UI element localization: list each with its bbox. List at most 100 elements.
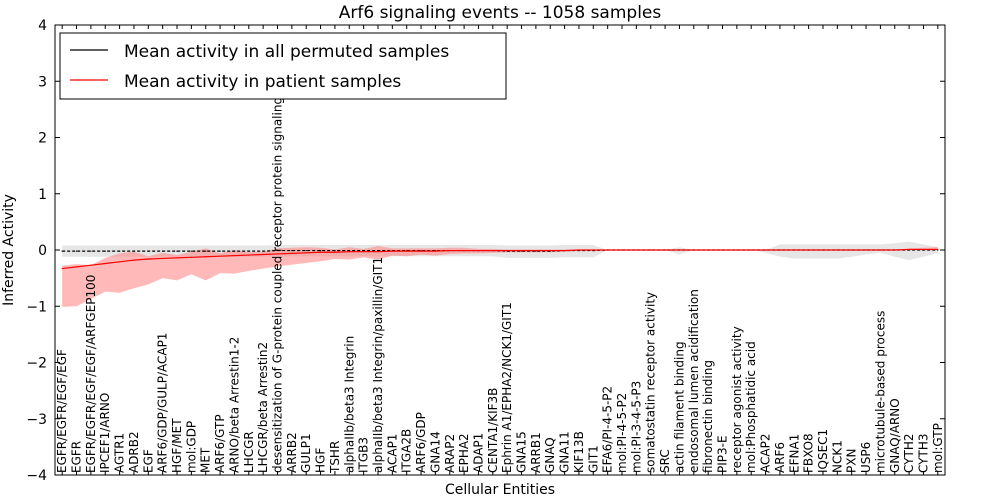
x-tick-label: KIF13B [572, 431, 586, 473]
x-tick-label: AGTR1 [113, 433, 127, 473]
data-point-s1-36 [578, 249, 580, 251]
legend: Mean activity in all permuted samples Me… [59, 32, 507, 100]
data-point-s0-21 [363, 249, 365, 252]
x-tick-label: actin filament binding [672, 341, 686, 473]
data-point-s1-52 [808, 249, 810, 251]
x-tick-labels: EGFR/EGFR/EGF/EGF EGFR EGFR/EGFR/EGF/EGF/A… [55, 42, 945, 474]
x-tick-label: microtubule-based process [873, 311, 887, 473]
x-tick-label: GNAQ/ARNO [888, 398, 902, 473]
x-tick-label: receptor agonist activity [730, 326, 744, 473]
data-point-s1-17 [305, 252, 307, 254]
x-tick-label: PXN [845, 449, 859, 473]
data-point-s1-6 [147, 258, 149, 260]
data-point-s1-48 [750, 249, 752, 251]
data-point-s0-7 [162, 250, 164, 252]
chart-title: Arf6 signaling events -- 1058 samples [339, 3, 662, 23]
data-point-s1-39 [621, 249, 623, 251]
data-point-s1-61 [937, 248, 939, 251]
data-point-s1-20 [348, 251, 350, 253]
x-tick-label: IPCEF1/ARNO [98, 393, 112, 473]
data-point-s1-50 [779, 249, 781, 251]
x-tick-label: ACAP1 [385, 434, 399, 473]
data-point-s1-49 [764, 249, 767, 251]
data-point-s1-2 [90, 264, 92, 266]
x-tick-label: CENTA1/KIF3B [486, 388, 500, 473]
x-tick-label: EPHA2 [457, 433, 471, 473]
data-point-s0-10 [205, 250, 207, 252]
x-tick-label: alphaIIb/beta3 Integrin/paxillin/GIT1 [371, 257, 385, 473]
x-tick-label: desensitization of G-protein coupled rec… [271, 42, 285, 473]
x-tick-label: USP6 [859, 442, 873, 473]
y-tick-label: −1 [26, 299, 47, 315]
data-point-s1-5 [133, 259, 135, 261]
x-tick-label: CYTH3 [916, 434, 930, 474]
data-point-s1-11 [219, 255, 221, 257]
data-point-s0-2 [90, 250, 92, 252]
data-point-s0-9 [190, 250, 192, 252]
x-tick-label: HGF/MET [170, 418, 184, 473]
data-point-s0-16 [291, 249, 293, 252]
data-point-s0-13 [248, 250, 250, 252]
x-tick-label: TSHR [328, 441, 342, 474]
legend-box [59, 32, 507, 100]
data-point-s1-26 [434, 250, 437, 252]
data-point-s0-3 [104, 250, 106, 252]
data-point-s1-44 [693, 249, 695, 251]
data-point-s1-57 [879, 249, 882, 251]
y-axis-label: Inferred Activity [1, 194, 17, 306]
data-point-s1-55 [851, 249, 853, 251]
x-tick-label: EGFR/EGFR/EGF/EGF/ARFGEP100 [84, 275, 98, 473]
data-point-s1-41 [650, 249, 652, 251]
data-point-s1-47 [736, 249, 738, 251]
data-point-s1-53 [822, 249, 824, 251]
x-tick-label: ARRB1 [529, 432, 543, 473]
legend-label-patient: Mean activity in patient samples [124, 72, 401, 92]
x-tick-label: LHCGR/beta Arrestin2 [256, 342, 270, 473]
x-tick-label: mol:PI-3-4-5-P3 [629, 381, 643, 473]
data-point-s0-4 [118, 250, 121, 252]
x-tick-label: PIP3-E [716, 435, 730, 473]
data-point-s0-17 [305, 249, 307, 252]
y-tick-label: −2 [26, 356, 47, 372]
data-point-s1-60 [922, 248, 925, 251]
x-axis-ticks [61, 25, 939, 475]
y-tick-label: 3 [38, 74, 47, 90]
data-point-s0-12 [233, 250, 236, 252]
x-tick-label: endosomal lumen acidification [687, 289, 701, 473]
data-point-s1-7 [162, 257, 164, 260]
y-tick-label: 2 [38, 131, 47, 147]
x-tick-label: EGF [141, 449, 155, 473]
x-tick-label: ARF6/GTP [213, 414, 227, 473]
y-tick-label: 1 [38, 187, 47, 203]
x-tick-label: ARNO/beta Arrestin1-2 [227, 337, 241, 473]
legend-label-permuted: Mean activity in all permuted samples [124, 42, 449, 62]
data-point-s1-43 [678, 249, 681, 251]
y-tick-label: 0 [38, 243, 47, 259]
data-point-s1-22 [377, 251, 379, 253]
data-point-s1-18 [319, 251, 322, 253]
data-point-s1-33 [535, 249, 537, 252]
data-point-s1-45 [707, 249, 709, 251]
data-point-s1-24 [406, 250, 408, 252]
x-tick-label: somatostatin receptor activity [644, 292, 658, 473]
data-point-s0-8 [176, 250, 178, 252]
data-point-s0-6 [147, 250, 149, 252]
data-point-s0-5 [133, 250, 135, 252]
x-axis-label: Cellular Entities [445, 482, 555, 498]
x-tick-label: HGF [314, 448, 328, 473]
x-tick-label: GNA15 [515, 431, 529, 473]
y-tick-label: −3 [26, 412, 47, 428]
x-tick-label: Ephrin A1/EPHA2/NCK1/GIT1 [500, 302, 514, 473]
x-tick-label: ADAP1 [471, 433, 485, 473]
data-point-s1-29 [477, 249, 480, 252]
data-point-s0-15 [276, 249, 279, 252]
data-point-s1-3 [104, 262, 106, 265]
x-tick-label: ITGB3 [357, 437, 371, 473]
data-point-s1-13 [248, 254, 250, 256]
x-tick-label: GIT1 [586, 445, 600, 473]
x-tick-label: mol:Phosphatidic acid [744, 341, 758, 473]
x-tick-label: SRC [658, 449, 672, 473]
data-point-s1-32 [520, 249, 523, 252]
x-tick-label: EGFR/EGFR/EGF/EGF [55, 349, 69, 473]
x-tick-label: IQSEC1 [816, 429, 830, 473]
